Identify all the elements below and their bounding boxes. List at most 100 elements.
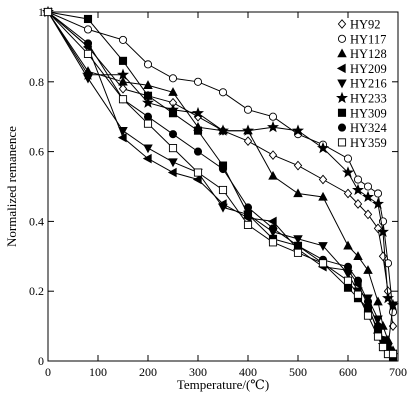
data-point	[244, 106, 251, 113]
series-line	[48, 12, 393, 358]
y-tick-label: 0.6	[29, 145, 44, 159]
data-point	[169, 159, 177, 166]
series-hy128	[44, 8, 397, 354]
data-point	[374, 190, 381, 197]
data-point	[374, 323, 381, 330]
data-point	[374, 333, 381, 340]
data-point	[84, 50, 91, 57]
data-point	[269, 151, 276, 159]
data-point	[84, 15, 91, 22]
y-tick-label: 0.8	[29, 75, 44, 89]
x-tick-label: 600	[339, 365, 357, 379]
legend-entry: HY92	[338, 18, 380, 32]
data-point	[379, 343, 386, 350]
legend-marker	[338, 139, 345, 146]
data-point	[269, 239, 276, 246]
legend-marker	[338, 49, 346, 56]
data-point	[319, 260, 326, 267]
legend-entry: HY233	[337, 92, 387, 106]
legend-entry: HY216	[338, 77, 387, 91]
data-point	[169, 169, 176, 177]
data-point	[244, 221, 251, 228]
data-point	[194, 148, 201, 155]
legend-entry: HY359	[338, 136, 386, 150]
data-point	[374, 297, 382, 304]
data-point	[144, 145, 152, 152]
legend-label: HY92	[350, 18, 381, 32]
legend-label: HY117	[350, 32, 386, 46]
data-point	[244, 211, 251, 218]
legend-entry: HY309	[338, 106, 386, 120]
data-point	[294, 161, 301, 169]
data-point	[364, 298, 371, 305]
data-point	[344, 284, 351, 291]
legend-entry: HY324	[338, 121, 387, 135]
data-point	[269, 217, 276, 225]
legend: HY92HY117HY128HY209HY216HY233HY309HY324H…	[337, 18, 387, 150]
legend-label: HY209	[350, 62, 387, 76]
data-point	[244, 204, 251, 211]
series-layer	[43, 7, 398, 361]
legend-marker	[338, 20, 345, 28]
data-point	[194, 127, 201, 134]
legend-marker	[338, 109, 345, 116]
x-tick-label: 500	[289, 365, 307, 379]
x-axis-title: Temperature/(℃)	[177, 377, 269, 392]
data-point	[364, 183, 371, 190]
data-point	[354, 176, 361, 183]
data-point	[344, 277, 351, 284]
legend-marker	[338, 64, 345, 72]
legend-marker	[338, 80, 346, 87]
data-point	[119, 36, 126, 43]
data-point	[319, 175, 326, 183]
legend-label: HY233	[350, 92, 387, 106]
data-point	[144, 92, 151, 99]
data-point	[194, 78, 201, 85]
legend-label: HY324	[350, 121, 388, 135]
data-point	[344, 263, 351, 270]
legend-label: HY309	[350, 106, 387, 120]
data-point	[144, 120, 151, 127]
data-point	[269, 113, 276, 120]
legend-entry: HY117	[338, 32, 386, 46]
data-point	[84, 40, 91, 47]
series-hy216	[44, 9, 397, 351]
data-point	[144, 113, 151, 120]
data-point	[219, 89, 226, 96]
data-point	[269, 225, 276, 232]
series-line	[48, 12, 393, 354]
legend-entry: HY128	[338, 47, 387, 61]
data-point	[84, 26, 91, 33]
data-point	[364, 312, 371, 319]
data-point	[219, 165, 226, 172]
data-point	[119, 57, 126, 64]
data-point	[119, 96, 126, 103]
data-point	[294, 242, 301, 249]
data-point	[169, 145, 176, 152]
x-tick-label: 700	[389, 365, 407, 379]
x-tick-label: 200	[139, 365, 157, 379]
data-point	[169, 75, 176, 82]
series-hy324	[44, 8, 396, 357]
legend-marker	[338, 124, 345, 131]
legend-entry: HY209	[338, 62, 387, 76]
y-tick-label: 0	[38, 354, 44, 368]
legend-marker	[338, 35, 345, 42]
legend-label: HY216	[350, 77, 387, 91]
y-tick-label: 0.2	[29, 284, 44, 298]
data-point	[344, 155, 351, 162]
data-point	[294, 249, 301, 256]
data-point	[169, 131, 176, 138]
legend-label: HY359	[350, 136, 387, 150]
data-point	[344, 242, 352, 249]
series-line	[48, 12, 393, 354]
series-hy359	[44, 8, 396, 357]
data-point	[144, 61, 151, 68]
data-point	[219, 186, 226, 193]
data-point	[354, 277, 361, 284]
data-point	[294, 189, 302, 196]
data-point	[269, 172, 277, 179]
data-point	[44, 8, 51, 15]
data-point	[389, 350, 396, 357]
y-tick-label: 0.4	[29, 214, 44, 228]
